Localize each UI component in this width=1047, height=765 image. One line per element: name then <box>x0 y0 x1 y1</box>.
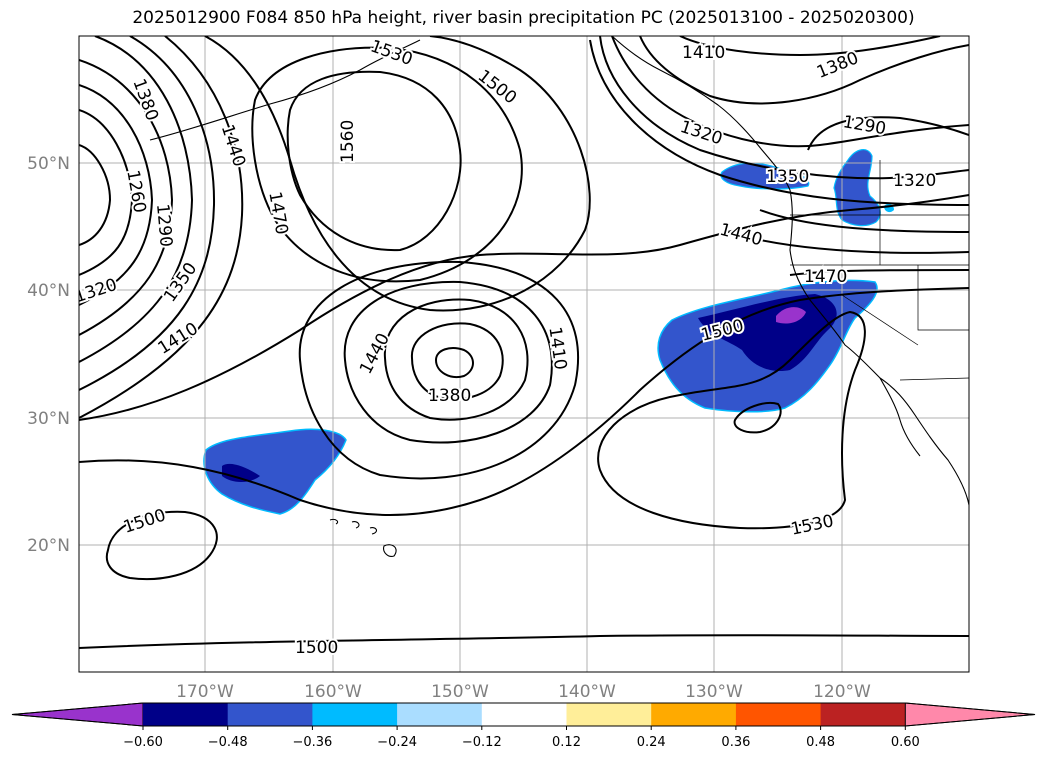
precip-area-idaho <box>833 149 881 227</box>
contour-label-1320-east: 1320 <box>893 171 936 191</box>
colorbar-tick-label: −0.24 <box>377 735 417 750</box>
colorbar-segment <box>481 703 567 726</box>
colorbar-segment <box>566 703 652 726</box>
precip-area-central-pacific <box>203 428 347 515</box>
colorbar-segment <box>227 703 313 726</box>
map-title: 2025012900 F084 850 hPa height, river ba… <box>132 8 915 28</box>
map-frame <box>78 35 970 673</box>
colorbar-segment <box>397 703 483 726</box>
colorbar-tick-label: 0.60 <box>891 735 920 750</box>
latitude-labels: 50°N 40°N 30°N 20°N <box>27 154 70 556</box>
lon-label-130w: 130°W <box>685 682 743 702</box>
lat-label-50n: 50°N <box>27 154 70 174</box>
longitude-labels: 170°W 160°W 150°W 140°W 130°W 120°W <box>176 682 871 702</box>
precip-core-central-pacific <box>222 463 260 482</box>
colorbar-tick-label: 0.36 <box>721 735 750 750</box>
colorbar-extend-low <box>11 702 144 727</box>
colorbar-extend-high <box>904 702 1036 727</box>
precip-shading <box>203 149 894 515</box>
colorbar-tick-label: 0.12 <box>552 735 581 750</box>
contour-label-1410-ne: 1410 <box>682 43 725 63</box>
colorbar-segment <box>312 703 398 726</box>
lon-label-150w: 150°W <box>431 682 489 702</box>
colorbar-tick-label: −0.48 <box>208 735 248 750</box>
lon-label-140w: 140°W <box>558 682 616 702</box>
coastline-north-america <box>611 36 969 506</box>
contour-label-1470-east: 1470 <box>804 267 847 287</box>
colorbar-tick-label: 0.48 <box>806 735 835 750</box>
height-contours <box>79 36 969 649</box>
precip-extreme-california <box>776 307 806 324</box>
colorbar: −0.60 −0.48 −0.36 −0.24 −0.12 0.12 0.24 0.36 0.4… <box>11 702 1036 750</box>
contour-label-1560: 1560 <box>338 120 358 163</box>
lat-label-40n: 40°N <box>27 281 70 301</box>
colorbar-segment <box>651 703 737 726</box>
contour-label-1500-south: 1500 <box>295 638 338 658</box>
coastline-hawaii <box>329 518 397 557</box>
lon-label-170w: 170°W <box>176 682 234 702</box>
contour-label-1350-coast: 1350 <box>766 167 809 187</box>
contour-label-1290-west: 1290 <box>152 203 176 248</box>
colorbar-tick-label: 0.24 <box>637 735 666 750</box>
colorbar-segment <box>820 703 906 726</box>
colorbar-segment <box>143 703 229 726</box>
lat-label-30n: 30°N <box>27 409 70 429</box>
colorbar-tick-label: −0.12 <box>462 735 502 750</box>
colorbar-tick-label: −0.36 <box>292 735 332 750</box>
lon-label-120w: 120°W <box>813 682 871 702</box>
colorbar-segment <box>735 703 822 726</box>
coastline-baja <box>879 377 921 457</box>
contour-label-1380-low: 1380 <box>428 386 471 406</box>
lon-label-160w: 160°W <box>304 682 362 702</box>
colorbar-tick-label: −0.60 <box>123 735 163 750</box>
lat-label-20n: 20°N <box>27 536 70 556</box>
